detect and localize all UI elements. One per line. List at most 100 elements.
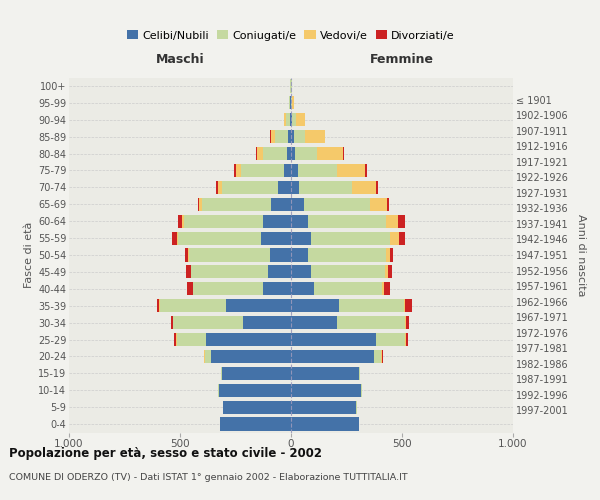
Bar	[352, 181, 376, 194]
Bar	[284, 113, 286, 126]
Bar	[291, 147, 295, 160]
Bar	[270, 248, 291, 262]
Bar	[382, 282, 384, 296]
Bar	[284, 164, 291, 177]
Legend: Celibi/Nubili, Coniugati/e, Vedovi/e, Divorziati/e: Celibi/Nubili, Coniugati/e, Vedovi/e, Di…	[125, 28, 457, 43]
Bar	[289, 96, 290, 110]
Bar	[268, 266, 291, 278]
Bar	[257, 147, 263, 160]
Bar	[205, 350, 211, 363]
Bar	[384, 282, 391, 296]
Text: Femmine: Femmine	[370, 52, 434, 66]
Bar	[399, 232, 405, 244]
Bar	[406, 333, 408, 346]
Bar	[178, 232, 261, 244]
Y-axis label: Fasce di età: Fasce di età	[23, 222, 34, 288]
Bar	[314, 282, 382, 296]
Bar	[261, 232, 291, 244]
Bar	[388, 266, 392, 278]
Bar	[291, 366, 359, 380]
Bar	[220, 418, 291, 430]
Bar	[291, 214, 308, 228]
Bar	[343, 147, 344, 160]
Bar	[160, 299, 226, 312]
Bar	[186, 266, 191, 278]
Bar	[226, 299, 291, 312]
Bar	[271, 130, 275, 143]
Bar	[222, 366, 291, 380]
Text: COMUNE DI ODERZO (TV) - Dati ISTAT 1° gennaio 2002 - Elaborazione TUTTITALIA.IT: COMUNE DI ODERZO (TV) - Dati ISTAT 1° ge…	[9, 472, 407, 482]
Bar	[291, 400, 356, 413]
Bar	[291, 333, 376, 346]
Bar	[189, 248, 270, 262]
Bar	[374, 350, 382, 363]
Bar	[271, 198, 291, 211]
Bar	[278, 181, 291, 194]
Bar	[339, 299, 404, 312]
Bar	[199, 198, 202, 211]
Bar	[376, 181, 378, 194]
Bar	[291, 384, 361, 397]
Bar	[263, 147, 287, 160]
Bar	[263, 282, 291, 296]
Bar	[376, 333, 405, 346]
Bar	[337, 164, 365, 177]
Bar	[175, 333, 176, 346]
Bar	[317, 147, 343, 160]
Bar	[405, 316, 406, 329]
Bar	[291, 130, 293, 143]
Bar	[398, 214, 404, 228]
Bar	[216, 181, 218, 194]
Bar	[406, 299, 412, 312]
Bar	[404, 299, 406, 312]
Bar	[191, 266, 268, 278]
Bar	[308, 248, 386, 262]
Bar	[382, 350, 383, 363]
Bar	[243, 316, 291, 329]
Bar	[291, 282, 314, 296]
Bar	[388, 198, 389, 211]
Bar	[286, 113, 290, 126]
Bar	[291, 266, 311, 278]
Bar	[290, 113, 291, 126]
Bar	[176, 232, 178, 244]
Bar	[337, 316, 405, 329]
Text: Popolazione per età, sesso e stato civile - 2002: Popolazione per età, sesso e stato civil…	[9, 448, 322, 460]
Bar	[370, 198, 388, 211]
Bar	[291, 181, 299, 194]
Bar	[275, 130, 289, 143]
Bar	[185, 248, 188, 262]
Bar	[206, 333, 291, 346]
Bar	[241, 164, 284, 177]
Bar	[291, 299, 339, 312]
Bar	[221, 366, 222, 380]
Bar	[221, 181, 278, 194]
Bar	[291, 232, 311, 244]
Bar	[386, 248, 390, 262]
Bar	[193, 282, 263, 296]
Bar	[295, 147, 317, 160]
Bar	[361, 384, 362, 397]
Bar	[390, 232, 399, 244]
Bar	[287, 147, 291, 160]
Bar	[359, 366, 360, 380]
Bar	[234, 164, 236, 177]
Bar	[390, 248, 394, 262]
Bar	[172, 232, 176, 244]
Bar	[305, 130, 325, 143]
Bar	[157, 299, 160, 312]
Bar	[290, 96, 291, 110]
Bar	[292, 113, 296, 126]
Bar	[173, 316, 243, 329]
Bar	[291, 316, 337, 329]
Bar	[298, 164, 337, 177]
Bar	[406, 316, 409, 329]
Bar	[405, 333, 406, 346]
Bar	[291, 164, 298, 177]
Text: Maschi: Maschi	[155, 52, 205, 66]
Bar	[223, 400, 291, 413]
Bar	[197, 198, 199, 211]
Bar	[292, 96, 294, 110]
Bar	[188, 248, 189, 262]
Bar	[291, 198, 304, 211]
